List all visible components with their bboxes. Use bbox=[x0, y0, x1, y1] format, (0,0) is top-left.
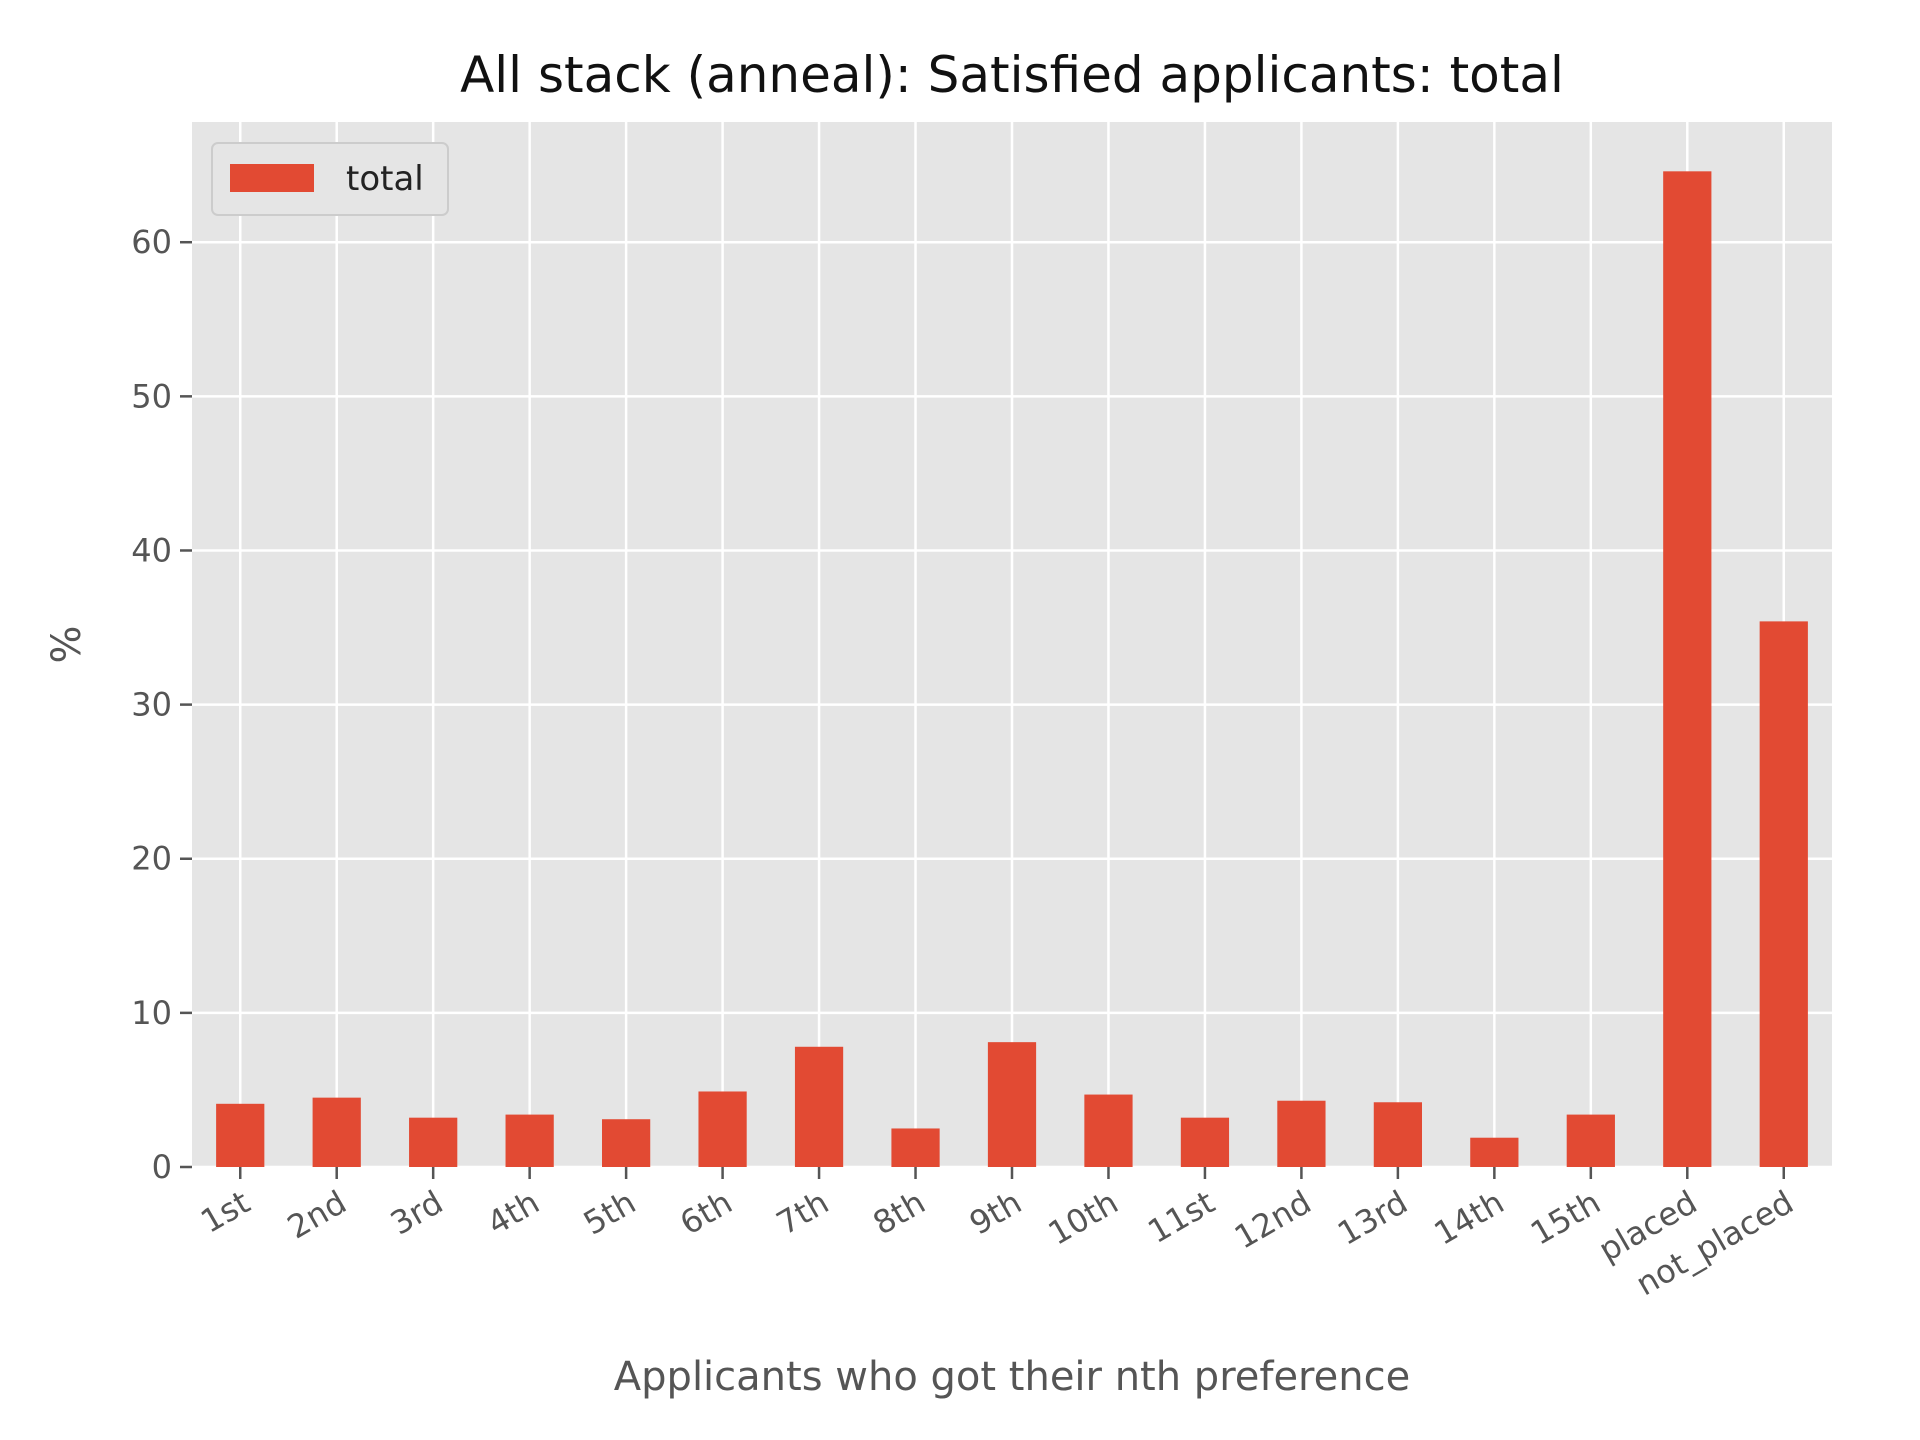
bar-1st bbox=[216, 1103, 265, 1167]
bar-2nd bbox=[312, 1097, 361, 1167]
legend-label: total bbox=[346, 159, 424, 199]
y-tick-label: 10 bbox=[131, 994, 172, 1032]
y-tick-label: 20 bbox=[131, 840, 172, 878]
x-tick-label: 7th bbox=[770, 1183, 835, 1243]
chart-title: All stack (anneal): Satisfied applicants… bbox=[460, 46, 1564, 104]
bar-placed bbox=[1663, 171, 1712, 1167]
bar-14th bbox=[1470, 1137, 1519, 1167]
bar-8th bbox=[891, 1128, 940, 1167]
y-tick-label: 60 bbox=[131, 223, 172, 261]
x-tick-label: 10th bbox=[1042, 1183, 1125, 1253]
x-tick-label: 6th bbox=[674, 1183, 739, 1243]
x-tick-label: 11st bbox=[1141, 1183, 1221, 1251]
bar-9th bbox=[987, 1042, 1037, 1167]
gridlines bbox=[192, 122, 1832, 1169]
bar-13rd bbox=[1373, 1102, 1422, 1167]
bars bbox=[216, 171, 1808, 1167]
bar-4th bbox=[505, 1114, 554, 1167]
bar-not_placed bbox=[1759, 621, 1808, 1167]
y-tick-label: 0 bbox=[152, 1148, 172, 1186]
x-tick-label: 1st bbox=[194, 1183, 256, 1241]
y-tick-label: 40 bbox=[131, 531, 172, 569]
x-tick-label: 14th bbox=[1428, 1183, 1511, 1253]
x-tick-label: 15th bbox=[1524, 1183, 1607, 1253]
x-tick-label: 8th bbox=[866, 1183, 931, 1243]
bar-15th bbox=[1566, 1114, 1615, 1167]
x-tick-label: 2nd bbox=[281, 1183, 353, 1246]
y-tick-label: 50 bbox=[131, 377, 172, 415]
bar-7th bbox=[794, 1046, 844, 1167]
x-tick-label: 9th bbox=[963, 1183, 1028, 1243]
legend-swatch bbox=[230, 164, 314, 192]
x-tick-label: 3rd bbox=[384, 1183, 449, 1243]
y-tick-label: 30 bbox=[131, 686, 172, 724]
x-axis: 1st 2nd 3rd 4th 5th 6th 7th 8th 9th 10th 11st 12nd 1… bbox=[194, 1167, 1800, 1303]
x-tick-label: 13rd bbox=[1331, 1183, 1414, 1253]
x-tick-label: 5th bbox=[577, 1183, 642, 1243]
bar-6th bbox=[698, 1091, 747, 1167]
y-axis-label: % bbox=[44, 625, 90, 663]
legend: total bbox=[211, 142, 449, 216]
x-tick-label: 12nd bbox=[1228, 1183, 1317, 1257]
y-axis: 0 10 20 30 40 50 60 bbox=[131, 223, 192, 1186]
legend-box bbox=[211, 142, 449, 216]
x-tick-label: 4th bbox=[481, 1183, 546, 1243]
bar-12nd bbox=[1277, 1100, 1326, 1167]
bar-10th bbox=[1084, 1094, 1133, 1167]
x-axis-label: Applicants who got their nth preference bbox=[614, 1354, 1410, 1400]
bar-3rd bbox=[409, 1117, 458, 1167]
bar-11st bbox=[1180, 1117, 1230, 1167]
bar-5th bbox=[602, 1119, 651, 1167]
